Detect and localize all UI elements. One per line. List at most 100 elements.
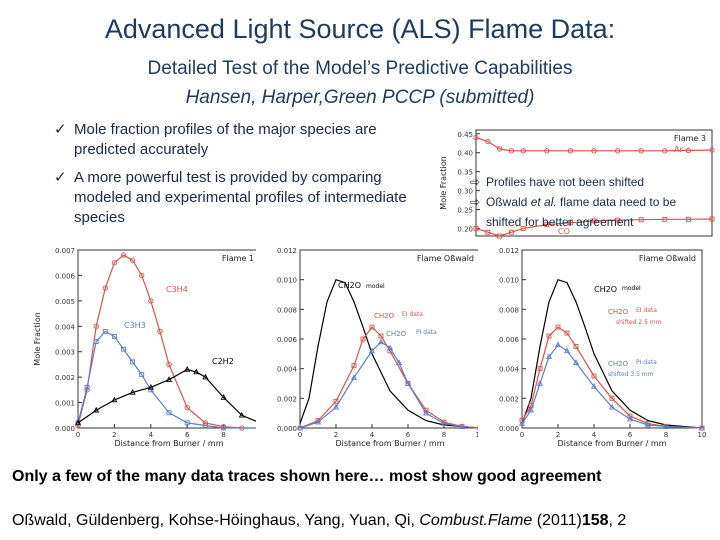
y-tick-label: 0.20 [457, 225, 473, 233]
series-label-c2h2: C2H2 [212, 357, 234, 366]
x-tick-label: 8 [664, 431, 668, 439]
x-axis-label: Distance from Burner / mm [557, 439, 666, 448]
series-label-pi-note: PI data [636, 359, 657, 366]
data-point [368, 347, 376, 354]
data-point [220, 394, 227, 400]
data-point [130, 359, 136, 365]
data-point [120, 252, 127, 258]
data-point [546, 333, 552, 339]
note-line-2: ⇨ Oßwald et al. flame data need to be [470, 192, 720, 212]
data-point [332, 403, 340, 410]
series-label-pi: CH2O [386, 330, 407, 338]
y-tick-label: 0.002 [499, 395, 519, 403]
data-point [111, 334, 117, 339]
data-point [536, 380, 544, 386]
y-tick-label: 0.35 [457, 169, 473, 177]
x-tick-label: 4 [370, 431, 375, 439]
chart-osswald-a-panel: 0.000 0.002 0.004 0.006 0.008 0.010 0.012 0 2 4 6 8… [256, 242, 488, 448]
data-point [591, 373, 597, 379]
data-point [93, 339, 99, 344]
data-point [685, 216, 691, 222]
data-point [662, 216, 668, 222]
data-point [609, 395, 615, 401]
data-point [685, 147, 692, 154]
data-point [386, 344, 394, 351]
y-tick-label: 0.012 [277, 247, 297, 255]
x-tick-label: 2 [112, 431, 116, 439]
data-point [520, 225, 526, 231]
data-point [473, 134, 479, 141]
series-line [475, 218, 713, 237]
data-point [573, 343, 579, 349]
y-tick-label: 0.004 [55, 323, 76, 331]
data-point [296, 424, 304, 431]
data-point [644, 421, 652, 428]
bullet-text: Mole fraction profiles of the major spec… [74, 121, 377, 158]
x-tick-label: 8 [442, 431, 446, 439]
series-label-model: CH2O [338, 281, 361, 290]
data-point [563, 347, 571, 354]
x-tick-label: 10 [698, 431, 707, 439]
data-point [638, 217, 644, 223]
x-tick-label: 0 [298, 431, 302, 439]
data-point [202, 423, 208, 428]
series-label-model: CH2O [594, 285, 617, 294]
x-tick-label: 2 [334, 431, 338, 439]
series-label-c3h3: C3H3 [124, 321, 146, 330]
slide-subtitle: Detailed Test of the Model’s Predictive … [147, 58, 573, 79]
bullet-item: ✓ A more powerful test is provided by co… [54, 168, 434, 228]
data-point [555, 324, 561, 330]
data-point [184, 366, 191, 372]
data-point [395, 359, 403, 365]
chart-flame3: 0.45 0.40 0.35 0.30 0.25 0.20 Mole Fraction Fla… [439, 129, 715, 239]
data-point [554, 341, 562, 348]
x-axis-label: Distance from Burner / mm [335, 439, 444, 448]
data-point [485, 229, 491, 235]
data-point [148, 298, 154, 304]
y-tick-label: 0.007 [55, 247, 75, 255]
series-line [77, 254, 260, 429]
citation: Oßwald, Güldenberg, Kohse-Höinghaus, Yan… [12, 512, 627, 529]
data-point [360, 336, 366, 342]
data-point [608, 403, 616, 410]
data-point [591, 218, 597, 224]
bullet-text: A more powerful test is provided by comp… [74, 169, 407, 226]
summary-text: Only a few of the many data traces shown… [12, 468, 602, 485]
shift-annotation: shifted 2.5 mm [616, 319, 662, 326]
series-label-ei-note: EI data [636, 307, 657, 314]
series-line [521, 344, 703, 429]
x-tick-label: 2 [556, 431, 560, 439]
data-point [709, 216, 715, 222]
data-point [377, 338, 385, 345]
chart-title: Flame 3 [674, 134, 706, 143]
y-tick-label: 0.25 [457, 207, 473, 215]
checkmark-icon: ✓ [54, 121, 67, 138]
data-point [166, 361, 172, 368]
series-line [475, 137, 713, 152]
series-label-pi: CH2O [608, 360, 629, 368]
data-point [544, 148, 550, 154]
data-point [193, 368, 200, 375]
y-axis-label: Mole Fraction [439, 156, 448, 209]
data-point [221, 425, 227, 431]
data-point [139, 372, 145, 378]
y-tick-label: 0.000 [55, 425, 75, 433]
data-point [564, 330, 570, 336]
data-point [518, 420, 526, 426]
x-axis-label: Distance from Burner / mm [114, 439, 223, 448]
data-point [698, 424, 706, 431]
data-point [84, 384, 90, 390]
y-tick-label: 0.008 [277, 306, 297, 314]
bullet-list: ✓ Mole fraction profiles of the major sp… [54, 120, 434, 232]
data-point [404, 380, 412, 386]
y-tick-label: 0.003 [55, 349, 75, 357]
data-point [351, 363, 357, 369]
data-point [567, 148, 574, 154]
data-point [508, 148, 515, 154]
chart-title: Flame Oßwald [639, 254, 696, 263]
y-tick-label: 0.012 [499, 247, 519, 255]
x-tick-label: 6 [628, 431, 633, 439]
x-tick-label: 4 [149, 431, 154, 439]
y-tick-label: 0.002 [55, 374, 75, 382]
series-label-ei: CH2O [374, 312, 395, 320]
